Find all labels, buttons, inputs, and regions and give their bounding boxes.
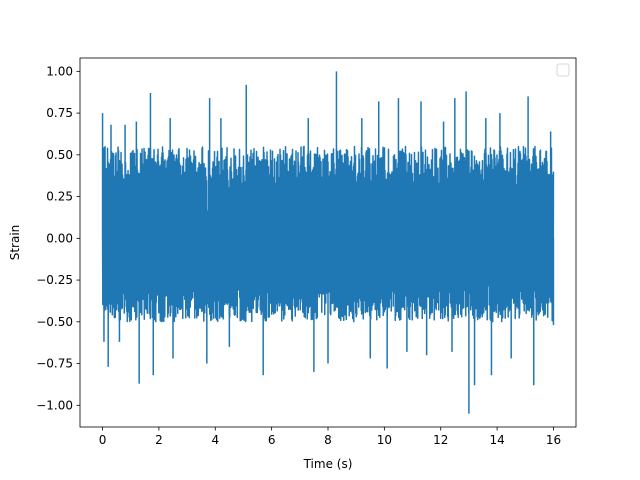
x-tick-label: 8: [324, 433, 332, 447]
y-tick-label: −0.75: [36, 357, 73, 371]
x-axis-ticks: 0 2 4 6 8 10 12 14 16: [99, 427, 561, 447]
plot-area: [101, 71, 555, 414]
y-tick-label: −0.50: [36, 315, 73, 329]
y-axis-ticks: −1.00 −0.75 −0.50 −0.25 0.00 0.25 0.50 0.75 1.00: [36, 64, 80, 412]
y-tick-label: 1.00: [46, 64, 73, 78]
y-tick-label: −0.25: [36, 273, 73, 287]
y-tick-label: 0.00: [46, 231, 73, 245]
y-tick-label: 0.50: [46, 148, 73, 162]
x-tick-label: 10: [377, 433, 392, 447]
y-axis-label: Strain: [8, 225, 22, 261]
y-tick-label: 0.25: [46, 190, 73, 204]
legend-box: [556, 63, 570, 77]
x-tick-label: 6: [268, 433, 276, 447]
y-tick-label: −1.00: [36, 398, 73, 412]
y-tick-label: 0.75: [46, 106, 73, 120]
x-tick-label: 12: [433, 433, 448, 447]
axes-frame: [79, 57, 577, 428]
strain-series-line: [101, 71, 555, 414]
x-tick-label: 14: [489, 433, 504, 447]
x-tick-label: 2: [155, 433, 163, 447]
x-tick-label: 0: [99, 433, 107, 447]
x-tick-label: 16: [546, 433, 561, 447]
x-tick-label: 4: [211, 433, 219, 447]
x-axis-label: Time (s): [303, 457, 353, 471]
